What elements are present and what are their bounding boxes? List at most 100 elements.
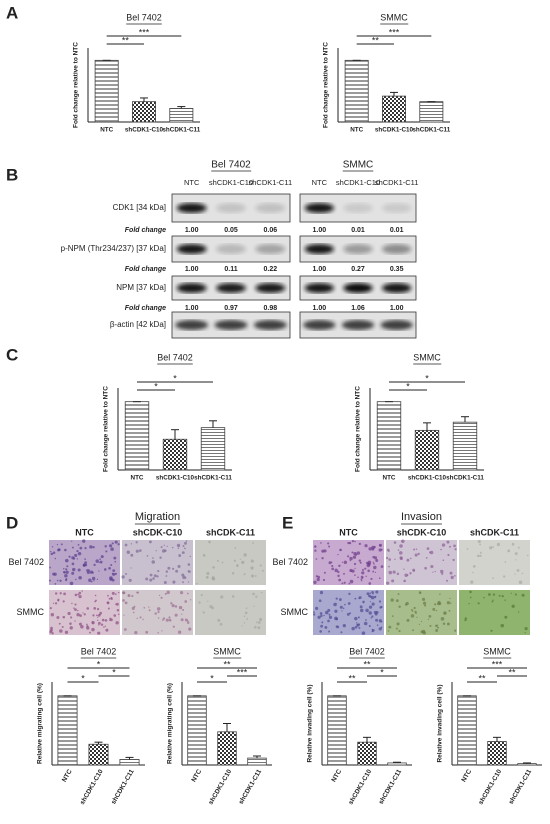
cell-dot xyxy=(123,614,125,616)
cell-dot xyxy=(202,553,206,557)
micrograph-background xyxy=(459,590,530,635)
error-bar xyxy=(209,420,217,428)
error-bar xyxy=(393,761,401,763)
cell-dot xyxy=(479,543,482,546)
cell-dot xyxy=(349,560,351,562)
cell-dot xyxy=(450,575,454,580)
micrograph-background xyxy=(195,540,266,585)
x-tick-label: NTC xyxy=(350,127,363,134)
cell-dot xyxy=(353,562,357,566)
cell-dot xyxy=(132,611,135,614)
significance-label: *** xyxy=(492,659,503,669)
significance-label: ** xyxy=(363,659,371,669)
blot-band xyxy=(381,203,412,213)
x-tick-label: NTC xyxy=(190,768,203,783)
cell-dot xyxy=(404,573,408,577)
cell-dot xyxy=(414,553,418,557)
cell-dot xyxy=(343,560,348,565)
cell-dot xyxy=(454,548,457,551)
cell-dot xyxy=(371,615,374,618)
cell-dot xyxy=(128,594,130,596)
cell-dot xyxy=(320,624,324,628)
cell-dot xyxy=(98,624,100,626)
row-label: Bel 7402 xyxy=(8,557,44,567)
cell-dot xyxy=(195,582,198,585)
chart-title: SMMC xyxy=(483,646,511,656)
cell-dot xyxy=(135,541,138,544)
cell-dot xyxy=(386,581,390,585)
cell-dot xyxy=(111,591,115,595)
cell-dot xyxy=(174,613,178,617)
x-tick-label: NTC xyxy=(460,768,473,783)
y-axis-label: Relative migrating cell (%) xyxy=(167,683,174,764)
row-label: SMMC xyxy=(17,607,45,617)
blot-band xyxy=(255,244,286,254)
fold-change-value: 0.98 xyxy=(264,305,278,312)
bar xyxy=(414,429,440,471)
cell-dot xyxy=(501,594,504,598)
cell-dot xyxy=(321,557,324,560)
cell-dot xyxy=(440,548,442,551)
cell-dot xyxy=(91,576,96,581)
bar xyxy=(517,763,537,766)
cell-dot xyxy=(73,607,75,609)
fold-change-value: 1.00 xyxy=(185,227,199,234)
cell-dot xyxy=(64,573,68,578)
bar xyxy=(94,59,119,123)
cell-dot xyxy=(78,591,82,595)
cell-dot xyxy=(252,592,255,596)
cell-dot xyxy=(518,580,523,585)
cell-dot xyxy=(434,603,437,606)
cell-dot xyxy=(157,617,160,619)
cell-dot xyxy=(322,578,326,582)
cell-dot xyxy=(340,631,343,634)
significance-label: ** xyxy=(122,35,130,45)
x-tick-label: shCDK1-C10 xyxy=(408,475,447,482)
cell-dot xyxy=(63,567,65,570)
cell-dot xyxy=(63,592,66,596)
cell-dot xyxy=(50,552,54,556)
cell-dot xyxy=(106,601,110,605)
cell-dot xyxy=(148,540,152,544)
fold-change-label: Fold change xyxy=(125,227,166,234)
significance-label: * xyxy=(380,667,384,677)
cell-dot xyxy=(122,599,125,602)
cell-dot xyxy=(314,545,317,548)
cell-dot xyxy=(71,546,74,549)
cell-dot xyxy=(435,629,439,632)
cell-dot xyxy=(449,597,451,600)
cell-dot xyxy=(415,548,418,551)
y-axis-label: Fold change relative to NTC xyxy=(355,386,362,472)
cell-dot xyxy=(354,625,358,629)
cell-dot xyxy=(321,621,324,624)
cell-dot xyxy=(262,569,264,572)
cell-dot xyxy=(312,613,316,616)
cell-dot xyxy=(363,621,368,626)
cell-dot xyxy=(164,549,167,552)
bar xyxy=(327,695,347,766)
cell-dot xyxy=(49,606,52,610)
cell-dot xyxy=(97,621,101,625)
cell-dot xyxy=(65,568,68,571)
blot-band xyxy=(381,283,412,293)
cell-dot xyxy=(99,611,103,615)
cell-dot xyxy=(446,622,450,626)
blot-band xyxy=(216,283,246,293)
cell-dot xyxy=(429,624,432,627)
cell-dot xyxy=(504,615,508,619)
cell-dot xyxy=(372,593,374,595)
cell-dot xyxy=(98,570,100,572)
y-axis-label: Relative invading cell (%) xyxy=(437,684,444,762)
cell-dot xyxy=(95,559,99,563)
cell-dot xyxy=(492,546,495,548)
cell-dot xyxy=(149,578,153,582)
cell-dot xyxy=(365,608,369,613)
cell-dot xyxy=(490,629,493,632)
cell-dot xyxy=(412,629,415,632)
blot-band xyxy=(304,244,335,254)
cell-dot xyxy=(94,594,97,597)
cell-dot xyxy=(50,626,53,630)
cell-dot xyxy=(413,606,416,610)
cell-dot xyxy=(148,606,150,608)
cell-dot xyxy=(317,615,321,619)
